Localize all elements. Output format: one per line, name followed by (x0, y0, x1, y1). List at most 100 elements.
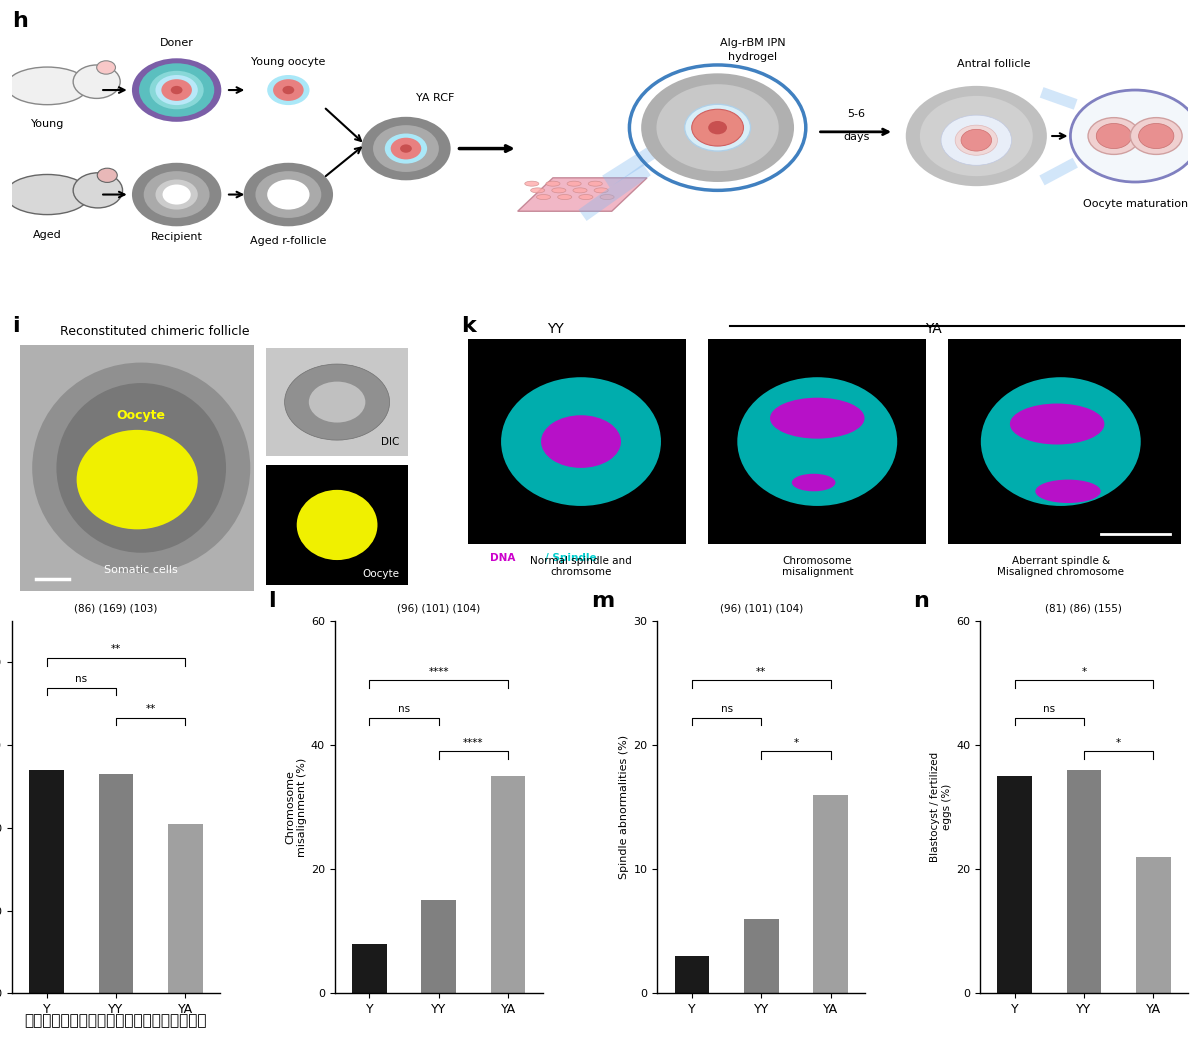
Text: ns: ns (398, 704, 410, 714)
Ellipse shape (530, 188, 545, 192)
Text: Aberrant spindle &
Misaligned chromosome: Aberrant spindle & Misaligned chromosome (997, 556, 1124, 577)
Text: ****: **** (463, 738, 484, 747)
Circle shape (156, 75, 198, 105)
Ellipse shape (541, 416, 622, 468)
Bar (744, 918, 779, 993)
Circle shape (1130, 118, 1182, 154)
Circle shape (150, 71, 204, 109)
Bar (168, 824, 203, 1063)
Text: **: ** (756, 667, 767, 677)
Ellipse shape (568, 181, 581, 186)
Text: YY: YY (547, 322, 564, 336)
Circle shape (73, 65, 120, 99)
Circle shape (691, 109, 744, 146)
Ellipse shape (980, 377, 1141, 506)
Circle shape (685, 104, 750, 151)
Text: Oocyte: Oocyte (362, 569, 400, 579)
Polygon shape (517, 178, 647, 212)
Text: ns: ns (76, 674, 88, 685)
Text: l: l (268, 591, 276, 611)
Y-axis label: Blastocyst / fertilized
eggs (%): Blastocyst / fertilized eggs (%) (930, 752, 952, 862)
Ellipse shape (558, 195, 571, 200)
Text: 5-6: 5-6 (847, 109, 865, 119)
Circle shape (256, 171, 322, 218)
Text: Doner: Doner (160, 38, 193, 48)
Text: hydrogel: hydrogel (728, 52, 778, 63)
Circle shape (920, 96, 1033, 176)
Circle shape (391, 138, 421, 159)
Circle shape (656, 84, 779, 171)
Circle shape (308, 382, 365, 423)
Ellipse shape (32, 362, 251, 573)
Text: Young: Young (30, 119, 64, 130)
Ellipse shape (1036, 479, 1100, 503)
Y-axis label: Chromosome
misalignment (%): Chromosome misalignment (%) (286, 758, 307, 857)
Text: (81) (86) (155): (81) (86) (155) (1045, 604, 1122, 613)
Text: DNA: DNA (490, 553, 516, 562)
Text: h: h (12, 11, 28, 31)
Circle shape (961, 130, 991, 151)
Text: *: * (1081, 667, 1086, 677)
FancyBboxPatch shape (266, 465, 408, 585)
Text: days: days (844, 132, 870, 141)
Ellipse shape (1010, 404, 1104, 444)
Text: (96) (101) (104): (96) (101) (104) (720, 604, 803, 613)
Circle shape (244, 163, 334, 226)
Circle shape (274, 79, 304, 101)
Circle shape (132, 58, 221, 122)
Text: i: i (12, 316, 19, 336)
Text: / Spindle: / Spindle (545, 553, 596, 562)
Text: *: * (1116, 738, 1121, 747)
Bar (29, 770, 64, 1063)
Ellipse shape (536, 195, 551, 200)
Circle shape (268, 75, 310, 105)
Circle shape (941, 115, 1012, 165)
Ellipse shape (296, 490, 378, 560)
Circle shape (385, 134, 427, 164)
Circle shape (641, 73, 794, 182)
Text: Aged r-follicle: Aged r-follicle (250, 236, 326, 247)
Circle shape (170, 86, 182, 95)
Ellipse shape (572, 188, 587, 192)
Circle shape (282, 86, 294, 95)
Bar (352, 944, 386, 993)
Ellipse shape (770, 398, 864, 439)
FancyBboxPatch shape (708, 339, 926, 544)
FancyBboxPatch shape (948, 339, 1181, 544)
Circle shape (97, 168, 118, 183)
Text: Reconstituted chimeric follicle: Reconstituted chimeric follicle (60, 324, 250, 338)
Text: n: n (913, 591, 929, 611)
Bar (491, 776, 526, 993)
Circle shape (284, 364, 390, 440)
Circle shape (139, 64, 215, 117)
Ellipse shape (600, 195, 614, 200)
FancyBboxPatch shape (468, 339, 686, 544)
Text: ns: ns (720, 704, 733, 714)
Bar (674, 956, 709, 993)
Text: YA RCF: YA RCF (416, 92, 455, 103)
Text: Oocyte: Oocyte (116, 409, 166, 422)
Ellipse shape (552, 188, 566, 192)
Circle shape (373, 125, 439, 172)
Ellipse shape (546, 181, 560, 186)
Circle shape (156, 180, 198, 209)
Bar (814, 795, 848, 993)
Circle shape (708, 121, 727, 134)
Ellipse shape (594, 188, 608, 192)
Ellipse shape (6, 67, 89, 104)
Bar (421, 900, 456, 993)
Text: k: k (461, 316, 476, 336)
Text: 図．高齢の卵胞環境が卵子の質に与える影響: 図．高齢の卵胞環境が卵子の質に与える影響 (24, 1013, 206, 1028)
Circle shape (162, 185, 191, 204)
Ellipse shape (502, 377, 661, 506)
Text: Chromosome
misalignment: Chromosome misalignment (781, 556, 853, 577)
FancyBboxPatch shape (266, 348, 408, 456)
Text: YA: YA (925, 322, 942, 336)
FancyBboxPatch shape (20, 345, 254, 591)
Text: Somatic cells: Somatic cells (104, 566, 178, 575)
Ellipse shape (588, 181, 602, 186)
Text: **: ** (110, 644, 121, 655)
Ellipse shape (5, 174, 90, 215)
Bar (997, 776, 1032, 993)
Text: *: * (793, 738, 798, 747)
